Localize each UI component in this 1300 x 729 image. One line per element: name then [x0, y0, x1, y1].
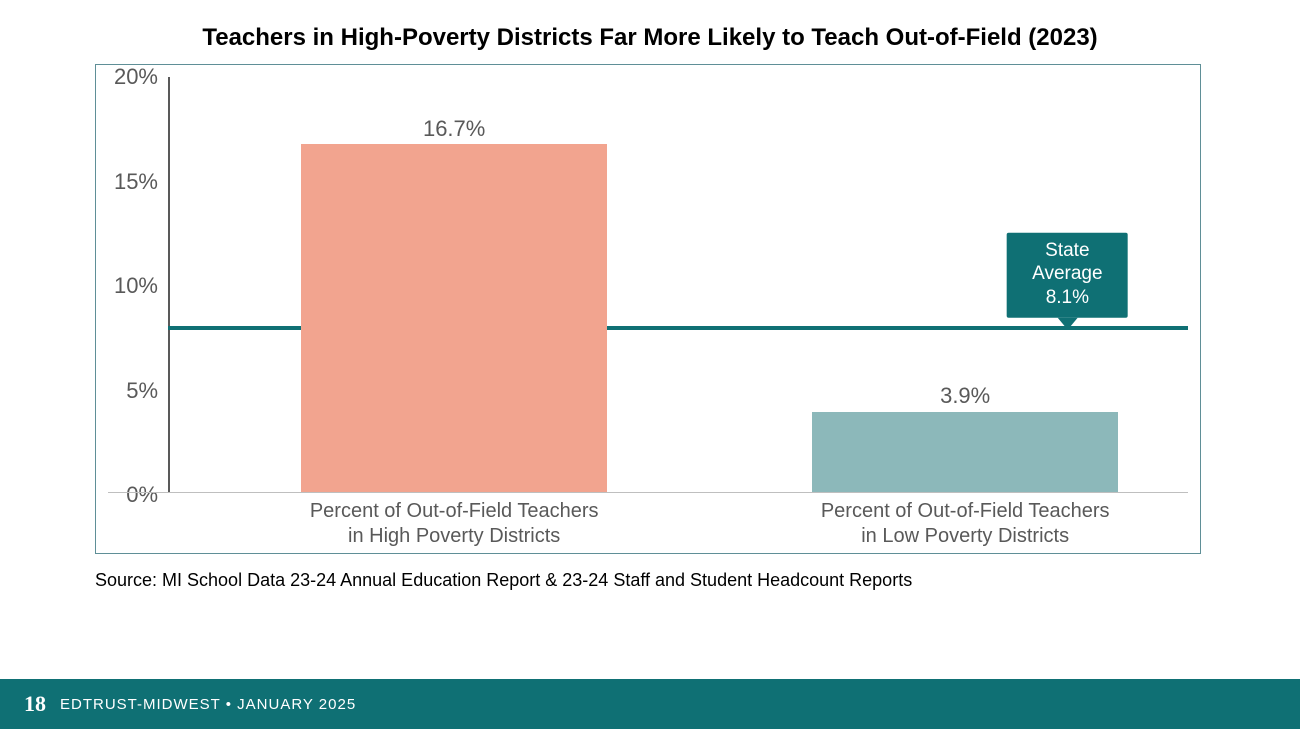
y-tick-label: 0%: [104, 482, 158, 508]
x-category-label-0: Percent of Out-of-Field Teachersin High …: [274, 493, 634, 549]
footer-bar: 18 EDTRUST-MIDWEST • JANUARY 2025: [0, 679, 1300, 729]
y-tick-label: 5%: [104, 378, 158, 404]
state-average-value: 8.1%: [1046, 287, 1089, 308]
bar-1: [812, 412, 1119, 494]
state-average-callout: State Average 8.1%: [1007, 232, 1128, 317]
footer-text: EDTRUST-MIDWEST • JANUARY 2025: [60, 696, 356, 713]
source-citation: Source: MI School Data 23-24 Annual Educ…: [95, 570, 912, 591]
page-number: 18: [24, 691, 46, 717]
y-tick-label: 20%: [104, 64, 158, 90]
state-average-label: State Average: [1032, 239, 1102, 284]
chart-frame: 0%5%10%15%20% State Average 8.1% 16.7%Pe…: [95, 64, 1201, 554]
slide-page: Teachers in High-Poverty Districts Far M…: [0, 0, 1300, 729]
callout-arrow-icon: [1057, 318, 1077, 330]
footer-org: EDTRUST-MIDWEST: [60, 696, 221, 713]
y-tick-label: 10%: [104, 273, 158, 299]
bar-value-label-1: 3.9%: [940, 383, 990, 413]
footer-date: JANUARY 2025: [237, 696, 356, 713]
bar-value-label-0: 16.7%: [423, 116, 485, 146]
plot-area: State Average 8.1% 16.7%Percent of Out-o…: [168, 77, 1188, 493]
x-category-label-1: Percent of Out-of-Field Teachersin Low P…: [785, 493, 1145, 549]
y-tick-label: 15%: [104, 169, 158, 195]
bar-0: [301, 144, 608, 493]
chart-title: Teachers in High-Poverty Districts Far M…: [0, 24, 1300, 52]
x-axis-baseline: [108, 492, 1188, 493]
footer-sep: •: [226, 696, 232, 713]
